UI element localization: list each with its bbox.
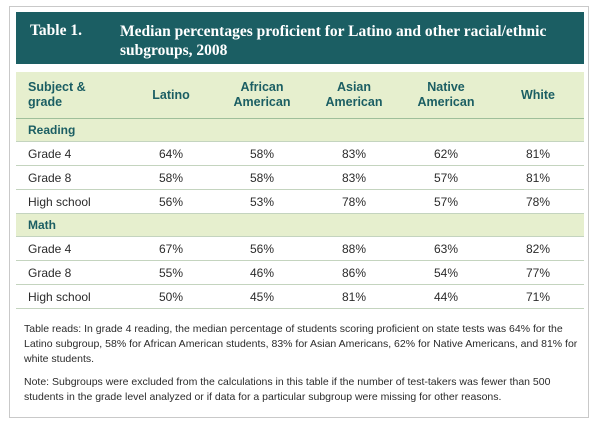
table-cell: 50%: [126, 284, 216, 309]
table-cell: 77%: [492, 260, 584, 285]
table-title: Median percentages proficient for Latino…: [120, 23, 547, 59]
column-header-latino: Latino: [126, 72, 216, 119]
table-cell: 88%: [308, 236, 400, 261]
section-row-reading: Reading: [16, 118, 584, 142]
table-cell: 78%: [308, 189, 400, 214]
table-cell: 67%: [126, 236, 216, 261]
table-cell: 81%: [308, 284, 400, 309]
table-row: Grade 4 67% 56% 88% 63% 82%: [16, 236, 584, 261]
table-cell: 71%: [492, 284, 584, 309]
table-cell: 56%: [126, 189, 216, 214]
table-row: High school 56% 53% 78% 57% 78%: [16, 189, 584, 214]
table-reads-note: Table reads: In grade 4 reading, the med…: [24, 323, 578, 365]
exclusion-note: Note: Subgroups were excluded from the c…: [24, 376, 551, 403]
table-cell: 56%: [216, 236, 308, 261]
table-cell: 55%: [126, 260, 216, 285]
table-cell: 64%: [126, 141, 216, 166]
row-label: High school: [16, 189, 126, 214]
table-cell: 83%: [308, 165, 400, 190]
table-cell: 46%: [216, 260, 308, 285]
table-cell: 53%: [216, 189, 308, 214]
table-cell: 63%: [400, 236, 492, 261]
table-row: Grade 8 55% 46% 86% 54% 77%: [16, 260, 584, 285]
table-cell: 62%: [400, 141, 492, 166]
column-header-asian-american: Asian American: [308, 72, 400, 119]
row-label: Grade 4: [16, 236, 126, 261]
table-cell: 54%: [400, 260, 492, 285]
column-header-native-american: Native American: [400, 72, 492, 119]
table-row: High school 50% 45% 81% 44% 71%: [16, 284, 584, 309]
data-table: Subject & grade Latino African American …: [16, 72, 584, 309]
table-row: Grade 8 58% 58% 83% 57% 81%: [16, 165, 584, 190]
section-row-math: Math: [16, 213, 584, 237]
table-cell: 58%: [216, 141, 308, 166]
title-bar: Table 1. Median percentages proficient f…: [16, 12, 584, 64]
row-label: Grade 4: [16, 141, 126, 166]
section-label: Reading: [16, 118, 584, 142]
table-cell: 44%: [400, 284, 492, 309]
table-cell: 58%: [126, 165, 216, 190]
table-row: Grade 4 64% 58% 83% 62% 81%: [16, 141, 584, 166]
table-cell: 57%: [400, 165, 492, 190]
table-cell: 81%: [492, 165, 584, 190]
table-cell: 58%: [216, 165, 308, 190]
table-cell: 81%: [492, 141, 584, 166]
table-cell: 45%: [216, 284, 308, 309]
column-header-subject: Subject & grade: [16, 72, 126, 119]
row-label: Grade 8: [16, 260, 126, 285]
section-label: Math: [16, 213, 584, 237]
column-header-white: White: [492, 72, 584, 119]
row-label: High school: [16, 284, 126, 309]
row-label: Grade 8: [16, 165, 126, 190]
table-cell: 86%: [308, 260, 400, 285]
table-notes: Table reads: In grade 4 reading, the med…: [24, 322, 580, 413]
column-header-african-american: African American: [216, 72, 308, 119]
table-number: Table 1.: [30, 22, 82, 39]
table-cell: 57%: [400, 189, 492, 214]
table-cell: 78%: [492, 189, 584, 214]
table-cell: 83%: [308, 141, 400, 166]
header-row: Subject & grade Latino African American …: [16, 72, 584, 119]
table-cell: 82%: [492, 236, 584, 261]
